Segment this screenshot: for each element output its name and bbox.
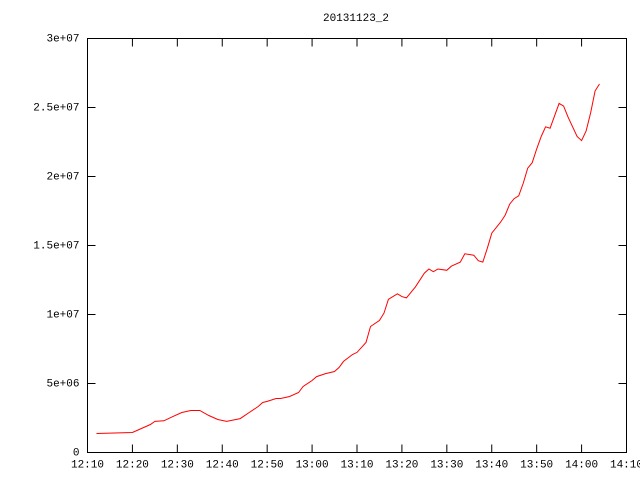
y-tick-label: 0 <box>73 447 80 459</box>
x-tick-label: 12:50 <box>251 459 284 471</box>
x-tick-label: 14:00 <box>565 459 598 471</box>
y-tick-label: 1e+07 <box>46 309 79 321</box>
x-tick-label: 12:40 <box>206 459 239 471</box>
x-tick-label: 12:20 <box>116 459 149 471</box>
x-tick-label: 13:30 <box>430 459 463 471</box>
y-tick-label: 2.5e+07 <box>33 102 79 114</box>
x-tick-label: 13:40 <box>475 459 508 471</box>
y-tick-label: 2e+07 <box>46 171 79 183</box>
x-tick-label: 12:10 <box>71 459 104 471</box>
x-tick-label: 13:50 <box>520 459 553 471</box>
y-tick-label: 3e+07 <box>46 33 79 45</box>
y-tick-label: 5e+06 <box>46 378 79 390</box>
chart-title: 20131123_2 <box>323 13 389 25</box>
line-series <box>96 83 600 434</box>
x-tick-label: 14:10 <box>610 459 640 471</box>
x-tick-label: 13:00 <box>296 459 329 471</box>
x-tick-label: 13:20 <box>385 459 418 471</box>
y-tick-label: 1.5e+07 <box>33 240 79 252</box>
plot-frame <box>87 38 627 453</box>
x-tick-label: 12:30 <box>161 459 194 471</box>
x-tick-label: 13:10 <box>340 459 373 471</box>
